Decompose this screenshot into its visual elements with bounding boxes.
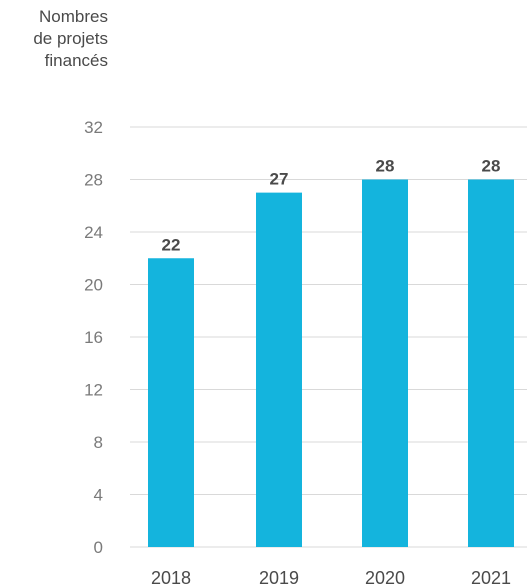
y-tick-label-4: 4 (94, 486, 103, 505)
y-axis-label-line-2: de projets (33, 29, 108, 48)
data-label-2019: 27 (270, 170, 289, 189)
x-tick-label-2019: 2019 (259, 568, 299, 588)
y-axis-label-line-3: financés (44, 51, 108, 70)
y-tick-label-24: 24 (84, 223, 103, 242)
y-tick-label-32: 32 (84, 118, 103, 137)
y-tick-label-16: 16 (84, 328, 103, 347)
y-axis-label-line-1: Nombres (39, 7, 108, 26)
y-tick-label-12: 12 (84, 381, 103, 400)
y-tick-label-8: 8 (94, 433, 103, 452)
bar-2019 (256, 192, 302, 547)
x-tick-label-2021: 2021 (471, 568, 511, 588)
x-tick-label-2018: 2018 (151, 568, 191, 588)
y-axis-label: Nombres de projets financés (0, 6, 108, 72)
bar-2020 (362, 179, 408, 547)
x-tick-label-2020: 2020 (365, 568, 405, 588)
bar-2018 (148, 258, 194, 547)
bar-2021 (468, 179, 514, 547)
data-label-2021: 28 (482, 157, 501, 176)
y-tick-label-20: 20 (84, 276, 103, 295)
y-tick-label-28: 28 (84, 171, 103, 190)
data-label-2018: 22 (162, 235, 181, 254)
y-tick-label-0: 0 (94, 538, 103, 557)
data-label-2020: 28 (376, 157, 395, 176)
